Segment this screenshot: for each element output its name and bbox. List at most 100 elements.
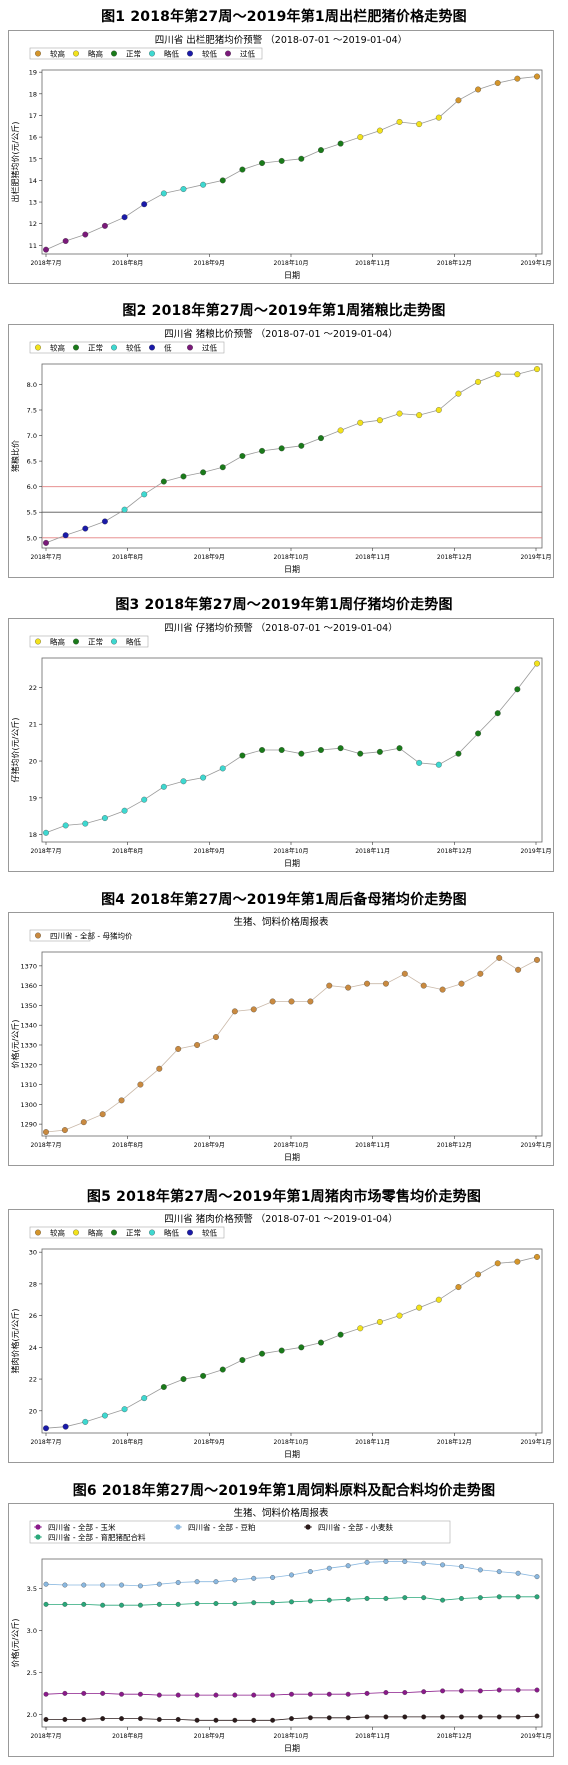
figure-1-title: 图1 2018年第27周～2019年第1周出栏肥猪价格走势图 xyxy=(101,9,467,25)
data-point xyxy=(270,1600,276,1606)
data-point xyxy=(477,1595,483,1601)
data-point xyxy=(475,1271,482,1278)
data-point xyxy=(318,1339,324,1346)
data-point xyxy=(383,1596,389,1601)
x-tick-label: 2018年10月 xyxy=(274,1732,309,1740)
data-point xyxy=(364,1559,370,1565)
data-point xyxy=(62,238,69,244)
y-tick-label: 1350 xyxy=(20,1002,37,1010)
data-point xyxy=(459,1564,464,1570)
legend-label: 低 xyxy=(164,343,172,353)
figure-5-title: 图5 2018年第27周～2019年第1周猪肉市场零售均价走势图 xyxy=(86,1189,482,1205)
y-axis-label: 价格(元/公斤) xyxy=(10,1020,20,1069)
plot-area xyxy=(41,1558,543,1728)
x-tick-label: 2018年9月 xyxy=(194,1141,225,1149)
y-axis-label: 价格(元/公斤) xyxy=(10,1619,20,1668)
y-tick-label: 26 xyxy=(29,1312,37,1320)
data-point xyxy=(496,1687,502,1693)
x-tick-label: 2018年12月 xyxy=(437,1438,472,1446)
legend-marker xyxy=(73,638,79,645)
data-point xyxy=(357,419,364,426)
data-point xyxy=(376,127,383,134)
legend-label: 正常 xyxy=(126,1229,141,1238)
x-tick-label: 2018年12月 xyxy=(437,847,472,855)
data-point xyxy=(455,97,462,104)
legend-marker xyxy=(187,1229,193,1236)
y-tick-label: 17 xyxy=(29,112,37,120)
data-point xyxy=(364,980,370,987)
data-point xyxy=(298,1344,305,1351)
x-tick-label: 2018年8月 xyxy=(112,1732,143,1740)
data-point xyxy=(475,378,482,385)
y-tick-label: 1360 xyxy=(20,982,37,990)
y-tick-label: 21 xyxy=(29,721,37,729)
plot-area xyxy=(41,363,543,549)
x-tick-label: 2018年12月 xyxy=(437,1141,472,1149)
data-point xyxy=(496,954,503,961)
chart-2-pig-grain-ratio: 四川省 猪粮比价预警 （2018-07-01 ～2019-01-04） 较高 正常 较… xyxy=(8,324,554,578)
data-point xyxy=(345,984,352,991)
chart-title: 四川省 仔猪均价预警 （2018-07-01 ～2019-01-04） xyxy=(164,622,397,634)
data-point xyxy=(307,1598,313,1604)
data-point xyxy=(307,1569,313,1575)
legend-box xyxy=(29,1226,225,1239)
data-point xyxy=(213,1717,219,1723)
data-point xyxy=(121,214,128,221)
data-point xyxy=(62,822,69,829)
data-point xyxy=(298,750,305,757)
x-axis-label: 日期 xyxy=(284,1744,300,1753)
data-point xyxy=(160,783,167,790)
x-tick-label: 2018年11月 xyxy=(355,259,390,267)
data-point xyxy=(402,1714,408,1720)
data-point xyxy=(100,1602,106,1608)
x-tick-label: 2019年1月 xyxy=(520,259,551,267)
legend-marker xyxy=(305,1524,311,1530)
data-point xyxy=(80,1119,87,1126)
data-point xyxy=(119,1582,124,1588)
data-point xyxy=(180,186,187,193)
y-axis-label: 仔猪均价(元/公斤) xyxy=(10,718,20,783)
x-tick-label: 2018年10月 xyxy=(274,1438,309,1446)
plot-area xyxy=(41,69,543,255)
data-point xyxy=(514,1258,521,1265)
data-point xyxy=(326,1565,332,1571)
data-point xyxy=(534,660,540,667)
data-point xyxy=(200,1372,207,1379)
data-point xyxy=(477,1567,483,1573)
data-point xyxy=(494,80,501,86)
data-point xyxy=(141,491,148,498)
data-point xyxy=(514,686,521,693)
data-point xyxy=(364,1714,370,1720)
data-point xyxy=(289,1716,294,1722)
legend-label: 略低 xyxy=(164,1228,179,1238)
legend-label: 略高 xyxy=(50,637,65,647)
y-tick-label: 7.0 xyxy=(27,432,37,440)
data-point xyxy=(401,970,408,977)
legend-box xyxy=(29,341,225,354)
data-point xyxy=(81,1582,87,1588)
data-point xyxy=(232,1692,238,1698)
chart-1-fattening-pig-price: 四川省 出栏肥猪均价预警 （2018-07-01 ～2019-01-04） 较高 略… xyxy=(8,30,554,284)
legend-label: 四川省 - 全部 - 育肥猪配合料 xyxy=(48,1532,146,1542)
chart-3-piglet-price: 四川省 仔猪均价预警 （2018-07-01 ～2019-01-04） 略高 正常 略… xyxy=(8,618,554,872)
data-point xyxy=(345,1715,351,1721)
legend-marker xyxy=(187,50,193,57)
legend-marker xyxy=(73,50,79,57)
data-point xyxy=(357,134,364,141)
data-point xyxy=(119,1602,124,1608)
y-tick-label: 22 xyxy=(29,1376,37,1384)
y-tick-label: 6.5 xyxy=(27,458,37,466)
data-point xyxy=(337,745,344,752)
data-point xyxy=(496,1594,502,1600)
data-point xyxy=(175,1601,181,1607)
data-point xyxy=(100,1582,106,1588)
legend-box xyxy=(29,47,263,60)
x-tick-label: 2018年11月 xyxy=(355,1732,390,1740)
data-point xyxy=(82,820,89,827)
y-tick-label: 1330 xyxy=(20,1041,37,1049)
data-point xyxy=(514,371,521,378)
legend-marker xyxy=(35,1524,41,1530)
data-point xyxy=(141,201,148,208)
data-point xyxy=(213,1579,219,1585)
